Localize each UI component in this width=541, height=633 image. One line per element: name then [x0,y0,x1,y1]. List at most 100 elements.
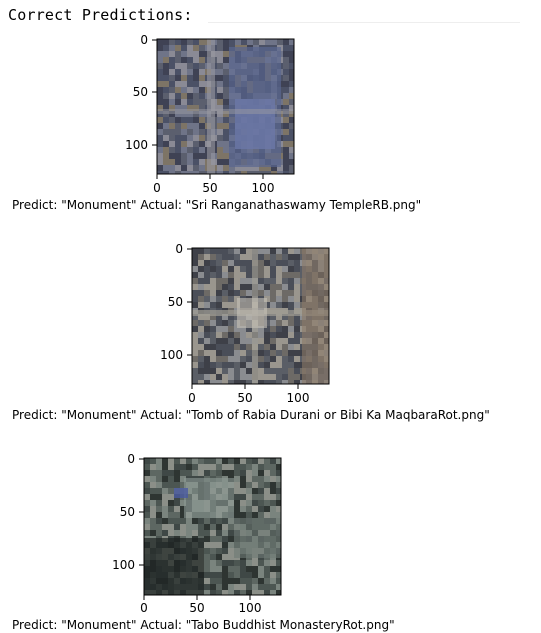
image-pixel-block [204,524,210,530]
image-pixel-block [222,554,228,560]
image-pixel-block [258,590,264,595]
image-pixel-block [246,590,252,595]
image-pixel-block [276,488,281,494]
image-pixel-block [222,524,228,530]
image-pixel-block [156,506,162,512]
image-pixel-block [234,464,240,470]
image-pixel-block [216,560,222,566]
image-pixel-block [276,506,281,512]
image-pixel-block [168,518,174,524]
image-pixel-block [162,470,168,476]
image-pixel-block [204,554,210,560]
image-pixel-block [264,470,270,476]
image-pixel-block [222,548,228,554]
image-pixel-block [216,590,222,595]
image-pixel-block [174,476,180,482]
image-pixel-block [210,524,216,530]
image-pixel-block [222,464,228,470]
image-pixel-block [162,482,168,488]
image-pixel-block [174,506,180,512]
image-pixel-block [150,512,156,518]
image-pixel-block [168,506,174,512]
image-pixel-block [180,524,186,530]
image-pixel-block [216,548,222,554]
image-pixel-block [162,524,168,530]
image-pixel-block [216,464,222,470]
image-pixel-block [174,482,180,488]
image-pixel-block [150,488,156,494]
image-pixel-block [258,482,264,488]
image-pixel-block [258,500,264,506]
image-pixel-block [264,482,270,488]
image-pixel-block [156,524,162,530]
image-pixel-block [222,560,228,566]
image-pixel-block [168,476,174,482]
plot-3-ytick-label-0: 0 [127,452,135,466]
image-pixel-block [258,506,264,512]
image-pixel-block [150,458,156,464]
image-pixel-block [210,464,216,470]
image-pixel-block [246,470,252,476]
image-pixel-block [258,476,264,482]
image-pixel-block [252,488,258,494]
image-pixel-block [240,506,246,512]
image-pixel-block [168,458,174,464]
image-pixel-block [252,512,258,518]
image-pixel-block [162,458,168,464]
image-pixel-block [168,524,174,530]
image-pixel-block [210,542,216,548]
image-pixel-block [258,512,264,518]
image-pixel-block [216,530,222,536]
image-pixel-block [252,506,258,512]
image-pixel-block [228,572,234,578]
image-pixel-block [222,536,228,542]
image-pixel-block [204,464,210,470]
image-pixel-block [204,578,210,584]
image-pixel-block [252,584,258,590]
image-feature [234,518,281,558]
image-pixel-block [150,530,156,536]
image-pixel-block [150,524,156,530]
image-pixel-block [144,500,150,506]
image-pixel-block [234,572,240,578]
plot-3-xtick-label-0: 0 [140,601,148,615]
image-pixel-block [246,488,252,494]
image-pixel-block [186,518,192,524]
image-pixel-block [144,476,150,482]
image-pixel-block [222,572,228,578]
image-pixel-block [228,554,234,560]
image-pixel-block [144,494,150,500]
image-pixel-block [150,506,156,512]
image-feature [144,538,204,595]
image-pixel-block [234,500,240,506]
image-pixel-block [264,488,270,494]
image-pixel-block [240,458,246,464]
image-pixel-block [168,482,174,488]
image-pixel-block [258,458,264,464]
image-pixel-block [276,470,281,476]
image-pixel-block [270,476,276,482]
image-pixel-block [210,458,216,464]
image-pixel-block [204,518,210,524]
image-pixel-block [252,464,258,470]
image-pixel-block [258,578,264,584]
image-pixel-block [150,476,156,482]
image-pixel-block [276,584,281,590]
image-pixel-block [204,560,210,566]
image-pixel-block [180,458,186,464]
image-pixel-block [216,524,222,530]
image-pixel-block [258,464,264,470]
image-pixel-block [204,548,210,554]
plot-3-ytick-label-50: 50 [120,505,135,519]
image-pixel-block [162,506,168,512]
image-pixel-block [246,584,252,590]
image-pixel-block [144,518,150,524]
image-pixel-block [210,578,216,584]
image-pixel-block [270,464,276,470]
image-pixel-block [144,512,150,518]
image-pixel-block [168,464,174,470]
image-pixel-block [216,566,222,572]
image-pixel-block [270,500,276,506]
image-pixel-block [246,458,252,464]
image-pixel-block [144,464,150,470]
